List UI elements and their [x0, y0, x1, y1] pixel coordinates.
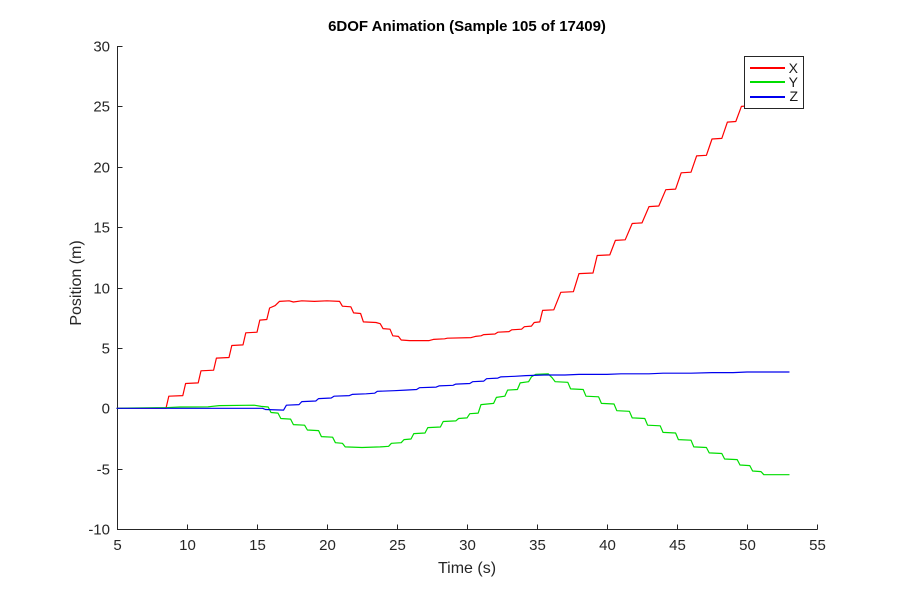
legend-line-sample-y — [750, 81, 785, 84]
x-tick-label: 50 — [739, 537, 756, 554]
legend-label-y: Y — [788, 73, 798, 90]
y-tick-label: -10 — [88, 522, 110, 539]
y-tick-label: 20 — [93, 160, 110, 177]
legend-item-x: X — [750, 59, 798, 76]
y-tick-label: -5 — [97, 462, 110, 479]
x-tick-label: 55 — [809, 537, 826, 554]
legend-line-sample-z — [750, 95, 786, 98]
x-tick-label: 35 — [529, 537, 546, 554]
x-axis-label: Time (s) — [437, 560, 497, 577]
y-tick-label: 10 — [93, 281, 110, 298]
y-tick-label: 30 — [93, 39, 110, 56]
legend-item-y: Y — [750, 73, 798, 90]
x-tick-label: 15 — [249, 537, 266, 554]
x-tick-label: 30 — [459, 537, 476, 554]
legend: X Y Z — [744, 56, 804, 109]
legend-label-x: X — [788, 59, 798, 76]
y-tick-label: 5 — [102, 341, 110, 358]
x-tick-label: 40 — [599, 537, 616, 554]
series-line-y — [116, 373, 790, 476]
legend-item-z: Z — [750, 88, 798, 105]
legend-line-sample-x — [750, 67, 785, 70]
y-tick-label: 25 — [93, 99, 110, 116]
chart-title: 6DOF Animation (Sample 105 of 17409) — [328, 18, 606, 35]
y-tick-label: 15 — [93, 220, 110, 237]
y-tick-label: 0 — [102, 401, 110, 418]
x-tick-label: 20 — [319, 537, 336, 554]
legend-label-z: Z — [789, 88, 798, 105]
axis-spines — [117, 46, 818, 530]
x-tick-label: 45 — [669, 537, 686, 554]
x-tick-label: 25 — [389, 537, 406, 554]
x-tick-label: 10 — [179, 537, 196, 554]
series-line-z — [116, 371, 790, 411]
x-tick-label: 5 — [113, 537, 121, 554]
series-line-x — [116, 92, 790, 409]
